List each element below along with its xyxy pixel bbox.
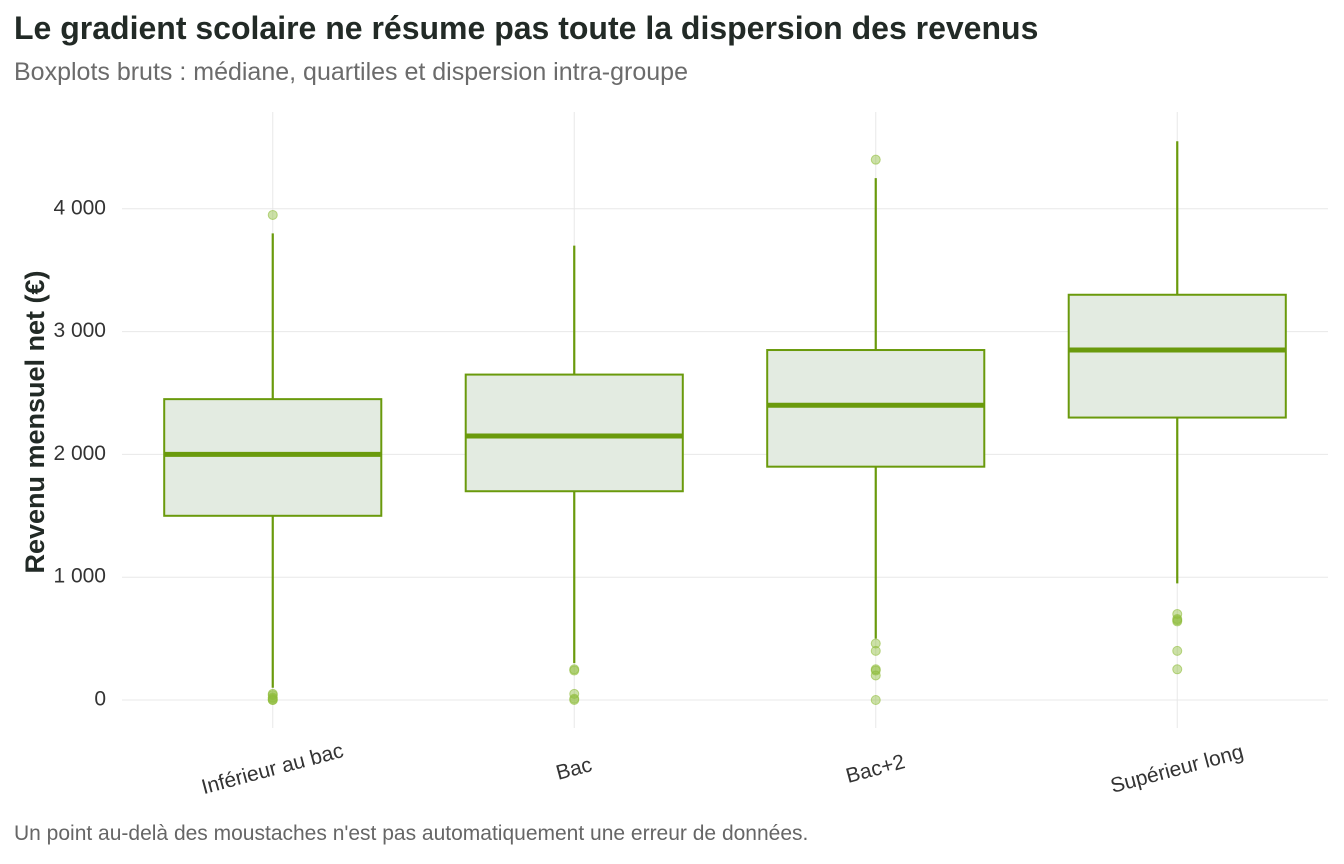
box-group	[1067, 141, 1287, 675]
outlier-point	[870, 695, 881, 705]
outlier-point	[569, 665, 580, 676]
outlier-point	[870, 670, 881, 681]
y-tick-label: 4 000	[53, 196, 106, 219]
outlier-point	[870, 645, 881, 656]
box-group	[464, 245, 684, 705]
y-tick-label: 3 000	[53, 319, 106, 342]
boxes	[163, 141, 1287, 705]
box-group	[163, 209, 383, 705]
chart-title: Le gradient scolaire ne résume pas toute…	[14, 10, 1039, 46]
y-tick-label: 0	[94, 688, 106, 711]
box-iqr	[464, 373, 684, 493]
outlier-point	[1172, 645, 1183, 656]
outlier-point	[267, 209, 278, 220]
x-tick-label: Bac+2	[843, 750, 907, 788]
box-iqr	[163, 398, 383, 517]
x-tick-label: Supérieur long	[1108, 740, 1246, 798]
chart-subtitle: Boxplots bruts : médiane, quartiles et d…	[14, 58, 688, 86]
box-iqr	[1067, 293, 1287, 419]
outlier-point	[870, 154, 881, 165]
box-iqr	[766, 349, 986, 468]
chart-caption: Un point au-delà des moustaches n'est pa…	[14, 822, 809, 845]
x-tick-label: Inférieur au bac	[199, 739, 346, 799]
outlier-point	[267, 695, 278, 705]
outlier-point	[870, 638, 881, 649]
y-tick-label: 2 000	[53, 442, 106, 465]
x-tick-label: Bac	[554, 753, 595, 785]
y-axis-label: Revenu mensuel net (€)	[20, 270, 50, 573]
box-group	[766, 154, 986, 705]
x-axis-ticks: Inférieur au bac Bac Bac+2 Supérieur long	[199, 739, 1246, 799]
outlier-point	[1172, 616, 1183, 627]
y-tick-label: 1 000	[53, 565, 106, 588]
outlier-point	[1172, 664, 1183, 675]
outlier-point	[569, 695, 580, 705]
y-axis-ticks: 0 1 000 2 000 3 000 4 000	[53, 196, 106, 710]
